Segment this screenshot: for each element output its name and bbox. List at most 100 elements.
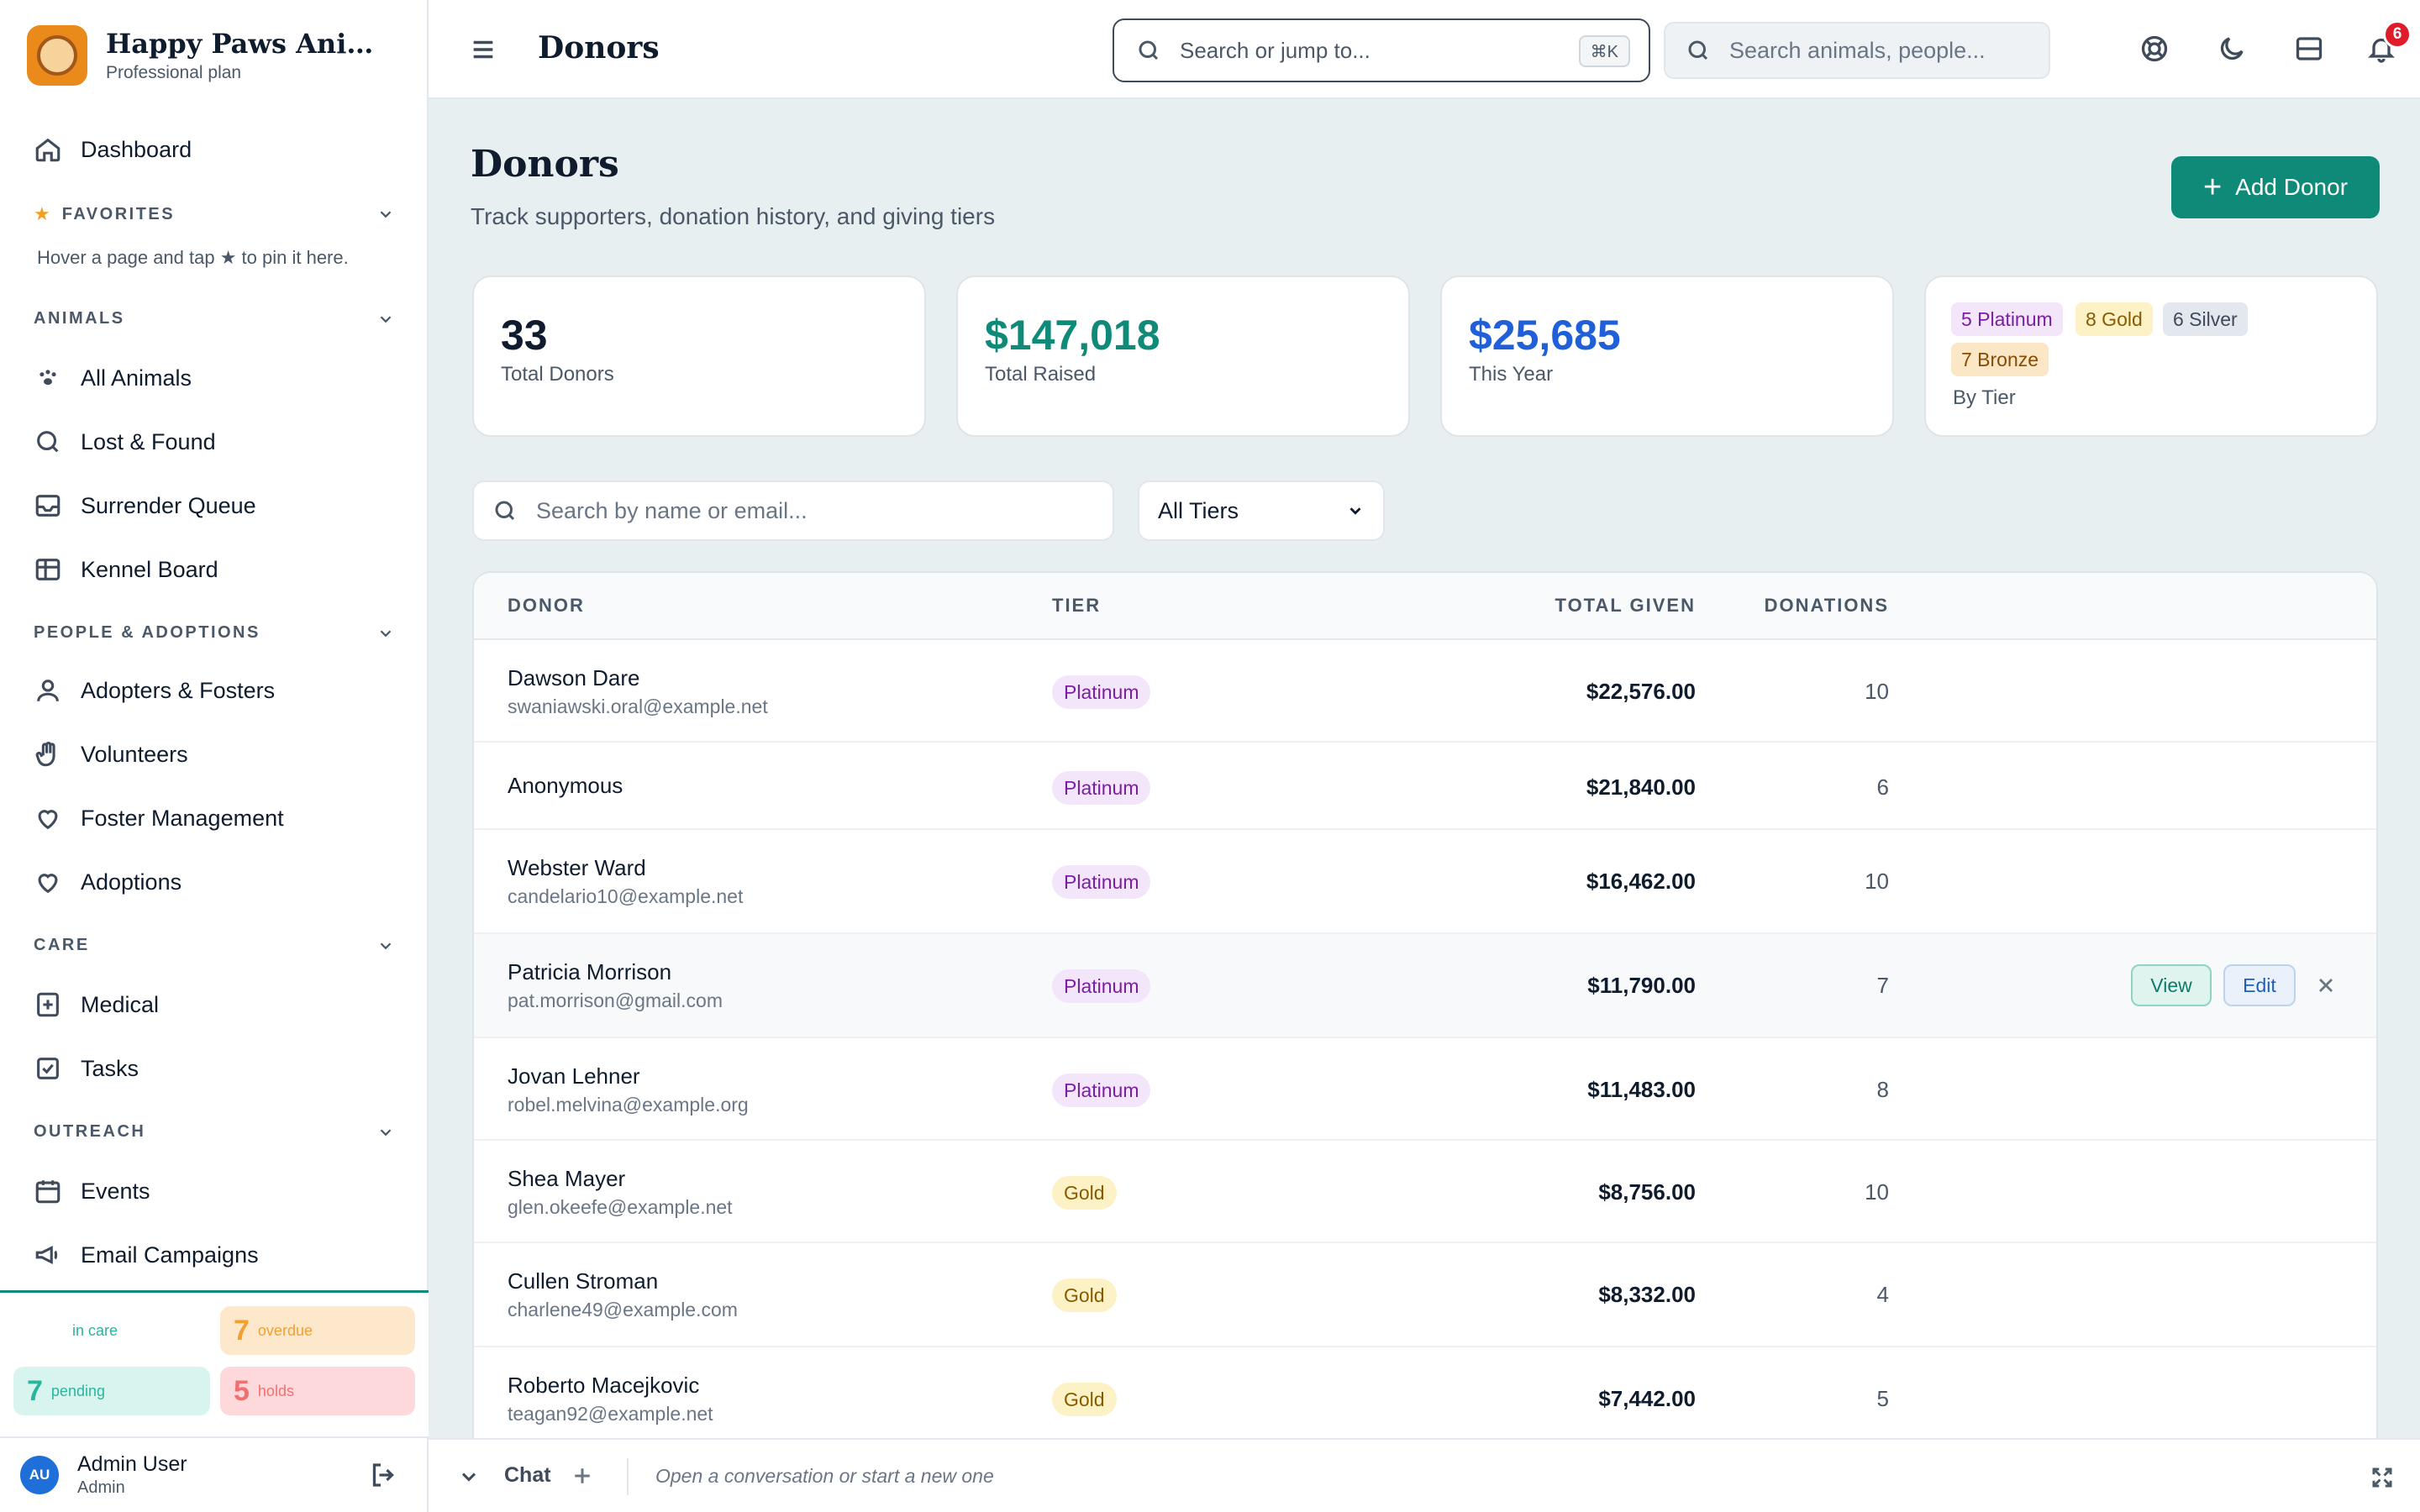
donor-search-placeholder: Search by name or email... xyxy=(536,497,808,523)
add-donor-button[interactable]: + Add Donor xyxy=(2171,156,2380,218)
column-header-donations[interactable]: DONATIONS xyxy=(1764,595,1889,616)
section-title: CARE xyxy=(34,936,90,954)
sidebar-item-adopters-fosters[interactable]: Adopters & Fosters xyxy=(34,674,275,707)
chat-label[interactable]: Chat xyxy=(504,1463,551,1487)
donation-count: 6 xyxy=(1876,774,1889,800)
column-header-total-given[interactable]: TOTAL GIVEN xyxy=(1555,595,1696,616)
stat-holds[interactable]: 5 holds xyxy=(220,1367,415,1415)
moon-icon[interactable] xyxy=(2217,34,2247,64)
stat-card-this-year: $25,685 This Year xyxy=(1440,276,1894,437)
sidebar-item-email-campaigns[interactable]: Email Campaigns xyxy=(34,1238,259,1272)
view-button[interactable]: View xyxy=(2131,964,2212,1006)
table-row[interactable]: Cullen Stroman charlene49@example.com Go… xyxy=(474,1243,2376,1347)
sidebar-item-medical[interactable]: Medical xyxy=(34,988,159,1021)
table-header: DONOR TIER TOTAL GIVEN DONATIONS xyxy=(474,573,2376,640)
stat-number: 5 xyxy=(234,1374,250,1407)
total-given: $21,840.00 xyxy=(1586,774,1696,800)
tier-count-bronze: 7 Bronze xyxy=(1951,343,2049,376)
sidebar-item-label: Medical xyxy=(81,991,160,1017)
donor-email: robel.melvina@example.org xyxy=(508,1094,749,1116)
user-name: Admin User xyxy=(77,1452,187,1476)
stat-caption: Total Raised xyxy=(985,363,1097,386)
donor-name: Anonymous xyxy=(508,773,623,798)
tier-count-platinum: 5 Platinum xyxy=(1951,302,2063,336)
sidebar-item-adoptions[interactable]: Adoptions xyxy=(34,865,182,899)
stat-caption: This Year xyxy=(1469,363,1554,386)
edit-button[interactable]: Edit xyxy=(2223,964,2296,1006)
column-header-tier[interactable]: TIER xyxy=(1052,595,1102,616)
stat-value: $25,685 xyxy=(1469,312,1621,359)
donor-name: Jovan Lehner xyxy=(508,1063,640,1089)
delete-x-icon[interactable] xyxy=(2314,974,2338,997)
sidebar-item-kennel-board[interactable]: Kennel Board xyxy=(34,553,218,586)
sidebar-item-label: Lost & Found xyxy=(81,428,216,454)
table-row[interactable]: Jovan Lehner robel.melvina@example.org P… xyxy=(474,1038,2376,1141)
sidebar-item-foster-management[interactable]: Foster Management xyxy=(34,801,284,835)
people-section-toggle[interactable]: PEOPLE & ADOPTIONS xyxy=(34,623,395,643)
chevron-down-icon xyxy=(380,629,392,637)
tier-badge: Gold xyxy=(1052,1278,1117,1312)
stat-overdue[interactable]: 7 overdue xyxy=(220,1306,415,1355)
donor-name: Dawson Dare xyxy=(508,665,640,690)
global-search-input[interactable]: Search animals, people... xyxy=(1664,22,2050,79)
stat-card-total-raised: $147,018 Total Raised xyxy=(956,276,1410,437)
menu-icon[interactable] xyxy=(469,35,497,64)
sidebar-item-surrender-queue[interactable]: Surrender Queue xyxy=(34,489,256,522)
sidebar-item-tasks[interactable]: Tasks xyxy=(34,1052,139,1085)
stat-value: $147,018 xyxy=(985,312,1160,359)
column-header-donor[interactable]: DONOR xyxy=(508,595,585,616)
sidebar-item-all-animals[interactable]: All Animals xyxy=(34,361,192,395)
heart-icon xyxy=(38,874,58,894)
donor-name: Cullen Stroman xyxy=(508,1268,659,1294)
sidebar-item-events[interactable]: Events xyxy=(34,1174,150,1208)
logout-icon[interactable] xyxy=(368,1460,398,1490)
plus-icon[interactable] xyxy=(570,1463,595,1488)
section-title: ANIMALS xyxy=(34,309,125,328)
grid-icon xyxy=(35,559,60,580)
stat-pending[interactable]: 7 pending xyxy=(13,1367,210,1415)
animals-section-toggle[interactable]: ANIMALS xyxy=(34,309,395,328)
chat-bar: Chat Open a conversation or start a new … xyxy=(429,1438,2420,1512)
stat-label: pending xyxy=(50,1382,105,1399)
star-icon: ★ xyxy=(34,203,50,224)
sidebar-item-dashboard[interactable]: Dashboard xyxy=(34,133,192,166)
expand-icon[interactable] xyxy=(2370,1465,2395,1490)
command-search[interactable]: Search or jump to... ⌘K xyxy=(1113,18,1650,82)
sidebar-item-lost-found[interactable]: Lost & Found xyxy=(34,425,216,459)
table-row[interactable]: Dawson Dare swaniawski.oral@example.net … xyxy=(474,640,2376,743)
donor-name: Patricia Morrison xyxy=(508,959,672,984)
donor-name: Webster Ward xyxy=(508,855,646,880)
care-section-toggle[interactable]: CARE xyxy=(34,936,395,955)
table-row[interactable]: Webster Ward candelario10@example.net Pl… xyxy=(474,830,2376,934)
notification-count-badge: 6 xyxy=(2383,20,2412,49)
total-given: $22,576.00 xyxy=(1586,679,1696,704)
donor-search-input[interactable]: Search by name or email... xyxy=(472,480,1114,541)
stat-caption: Total Donors xyxy=(501,363,614,386)
user-profile[interactable]: AU Admin User Admin xyxy=(0,1436,429,1512)
donation-count: 4 xyxy=(1876,1282,1889,1307)
paw-icon xyxy=(39,370,56,386)
total-given: $8,756.00 xyxy=(1598,1179,1696,1205)
sidebar-item-volunteers[interactable]: Volunteers xyxy=(34,738,188,771)
tier-filter-select[interactable]: All Tiers xyxy=(1138,480,1385,541)
table-row[interactable]: Anonymous Platinum $21,840.00 6 xyxy=(474,743,2376,830)
tier-count-gold: 8 Gold xyxy=(2075,302,2153,336)
chevron-down-icon[interactable] xyxy=(457,1465,481,1488)
search-icon xyxy=(495,501,515,521)
stat-in-care[interactable]: in care xyxy=(13,1306,210,1355)
outreach-section-toggle[interactable]: OUTREACH xyxy=(34,1122,395,1142)
help-lifebuoy-icon[interactable] xyxy=(2139,34,2170,64)
sidebar-item-label: Foster Management xyxy=(81,805,284,831)
brand[interactable]: Happy Paws Animal ... Professional plan xyxy=(27,25,392,86)
section-title: PEOPLE & ADOPTIONS xyxy=(34,623,260,642)
table-row[interactable]: Shea Mayer glen.okeefe@example.net Gold … xyxy=(474,1141,2376,1243)
table-row[interactable]: Roberto Macejkovic teagan92@example.net … xyxy=(474,1347,2376,1443)
favorites-section-toggle[interactable]: ★ FAVORITES xyxy=(34,203,395,225)
favorites-hint: Hover a page and tap ★ to pin it here. xyxy=(37,247,349,268)
table-row[interactable]: Patricia Morrison pat.morrison@gmail.com… xyxy=(474,934,2376,1038)
calendar-icon xyxy=(35,1180,60,1204)
layout-icon[interactable] xyxy=(2294,34,2324,64)
add-donor-label: Add Donor xyxy=(2235,174,2349,200)
section-title: OUTREACH xyxy=(34,1122,146,1141)
sidebar-item-label: Surrender Queue xyxy=(81,492,256,518)
